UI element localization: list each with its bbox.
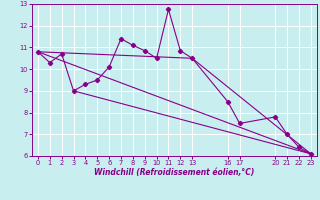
X-axis label: Windchill (Refroidissement éolien,°C): Windchill (Refroidissement éolien,°C) <box>94 168 255 177</box>
